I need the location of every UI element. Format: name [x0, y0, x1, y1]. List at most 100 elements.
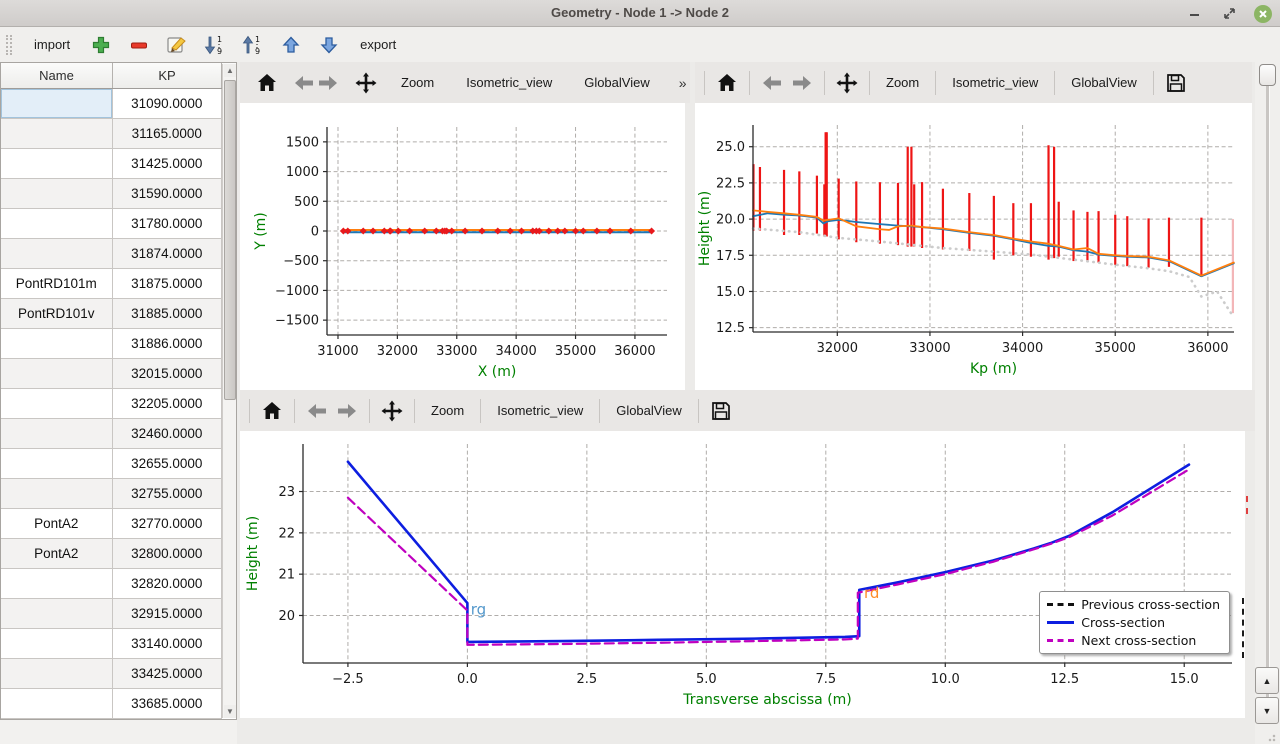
kp-cell[interactable]: 32655.0000 — [112, 449, 222, 479]
table-scrollbar[interactable]: ▲ ▼ — [222, 64, 236, 718]
kp-cell[interactable]: 31886.0000 — [112, 329, 222, 359]
cross-section-plot-toolbar: Zoom Isometric_view GlobalView — [240, 390, 1255, 431]
kp-cell[interactable]: 32820.0000 — [112, 569, 222, 599]
name-cell[interactable] — [1, 479, 113, 509]
globalview-button[interactable]: GlobalView — [584, 75, 650, 90]
maximize-button[interactable] — [1220, 5, 1238, 23]
name-cell[interactable] — [1, 389, 113, 419]
minimize-button[interactable] — [1186, 5, 1204, 23]
resize-grip[interactable] — [1268, 732, 1278, 742]
name-cell[interactable] — [1, 449, 113, 479]
save-button[interactable] — [1161, 68, 1191, 98]
name-cell[interactable] — [1, 569, 113, 599]
toolbar-overflow-button[interactable]: » — [678, 74, 687, 91]
home-button[interactable] — [712, 68, 742, 98]
back-button[interactable] — [292, 68, 316, 98]
kp-cell[interactable]: 33685.0000 — [112, 689, 222, 719]
sort-descending-button[interactable]: 1 9 — [202, 32, 228, 58]
name-cell[interactable] — [1, 359, 113, 389]
kp-cell[interactable]: 31590.0000 — [112, 179, 222, 209]
svg-text:33000: 33000 — [909, 341, 950, 356]
profile-plot[interactable]: 32000 33000 34000 35000 36000 12.5 15.0 17.5 20.… — [695, 103, 1252, 390]
cross-section-plot[interactable]: Previous cross-section Cross-section Next … — [240, 431, 1245, 718]
pan-button[interactable] — [377, 396, 407, 426]
name-cell[interactable] — [1, 179, 113, 209]
kp-cell[interactable]: 33425.0000 — [112, 659, 222, 689]
isometric-view-button[interactable]: Isometric_view — [466, 75, 553, 90]
name-cell[interactable] — [1, 689, 113, 719]
panel-down-button[interactable]: ▼ — [1255, 697, 1279, 724]
name-cell[interactable] — [1, 89, 113, 119]
panel-up-button[interactable]: ▲ — [1255, 667, 1279, 694]
vertical-slider-thumb[interactable] — [1259, 64, 1276, 86]
name-cell[interactable] — [1, 239, 113, 269]
name-cell[interactable]: PontRD101v — [1, 299, 113, 329]
xy-plot-group: Zoom Isometric_view GlobalView » 31000 32… — [240, 62, 690, 390]
kp-cell[interactable]: 33140.0000 — [112, 629, 222, 659]
name-cell[interactable]: PontA2 — [1, 509, 113, 539]
export-button[interactable]: export — [360, 37, 397, 52]
table-row: 31874.0000 — [1, 239, 222, 269]
kp-cell[interactable]: 32770.0000 — [112, 509, 222, 539]
kp-cell[interactable]: 32460.0000 — [112, 419, 222, 449]
vertical-slider-track[interactable] — [1266, 76, 1269, 722]
column-header-name[interactable]: Name — [1, 63, 113, 88]
zoom-button[interactable]: Zoom — [431, 403, 465, 418]
name-cell[interactable] — [1, 209, 113, 239]
pan-button[interactable] — [832, 68, 862, 98]
globalview-button[interactable]: GlobalView — [1071, 75, 1137, 90]
scroll-down-button[interactable]: ▼ — [224, 705, 236, 718]
kp-cell[interactable]: 31874.0000 — [112, 239, 222, 269]
forward-button[interactable] — [316, 68, 340, 98]
move-down-button[interactable] — [316, 32, 342, 58]
kp-cell[interactable]: 31780.0000 — [112, 209, 222, 239]
kp-cell[interactable]: 31885.0000 — [112, 299, 222, 329]
forward-button[interactable] — [332, 396, 362, 426]
kp-cell[interactable]: 31165.0000 — [112, 119, 222, 149]
legend-entry: Previous cross-section — [1047, 595, 1220, 613]
import-button[interactable]: import — [34, 37, 71, 52]
xy-plot[interactable]: 31000 32000 33000 34000 35000 36000 1500 1000 50… — [240, 103, 685, 390]
kp-cell[interactable]: 32015.0000 — [112, 359, 222, 389]
column-header-kp[interactable]: KP — [113, 63, 222, 88]
toolbar-drag-handle[interactable] — [6, 34, 12, 55]
zoom-button[interactable]: Zoom — [401, 75, 435, 90]
kp-cell[interactable]: 32915.0000 — [112, 599, 222, 629]
forward-button[interactable] — [787, 68, 817, 98]
globalview-button[interactable]: GlobalView — [616, 403, 682, 418]
add-row-button[interactable] — [88, 32, 114, 58]
kp-cell[interactable]: 31090.0000 — [112, 89, 222, 119]
svg-text:1500: 1500 — [286, 135, 319, 150]
name-cell[interactable] — [1, 329, 113, 359]
kp-cell[interactable]: 31875.0000 — [112, 269, 222, 299]
isometric-view-button[interactable]: Isometric_view — [952, 75, 1039, 90]
home-button[interactable] — [257, 396, 287, 426]
kp-cell[interactable]: 32205.0000 — [112, 389, 222, 419]
name-cell[interactable] — [1, 419, 113, 449]
name-cell[interactable] — [1, 599, 113, 629]
kp-cell[interactable]: 32755.0000 — [112, 479, 222, 509]
zoom-button[interactable]: Zoom — [886, 75, 920, 90]
kp-cell[interactable]: 31425.0000 — [112, 149, 222, 179]
name-cell[interactable] — [1, 119, 113, 149]
kp-cell[interactable]: 32800.0000 — [112, 539, 222, 569]
save-button[interactable] — [706, 396, 736, 426]
scroll-up-button[interactable]: ▲ — [224, 64, 236, 77]
home-button[interactable] — [256, 68, 278, 98]
isometric-view-button[interactable]: Isometric_view — [497, 403, 584, 418]
name-cell[interactable]: PontRD101m — [1, 269, 113, 299]
edit-row-button[interactable] — [164, 32, 190, 58]
scrollbar-thumb[interactable] — [224, 80, 236, 400]
close-button[interactable] — [1254, 4, 1272, 23]
name-cell[interactable] — [1, 629, 113, 659]
remove-row-button[interactable] — [126, 32, 152, 58]
move-up-button[interactable] — [278, 32, 304, 58]
back-button[interactable] — [302, 396, 332, 426]
sort-ascending-button[interactable]: 1 9 — [240, 32, 266, 58]
back-button[interactable] — [757, 68, 787, 98]
name-cell[interactable] — [1, 149, 113, 179]
name-cell[interactable]: PontA2 — [1, 539, 113, 569]
pan-button[interactable] — [354, 68, 378, 98]
svg-text:20.0: 20.0 — [716, 213, 745, 228]
name-cell[interactable] — [1, 659, 113, 689]
